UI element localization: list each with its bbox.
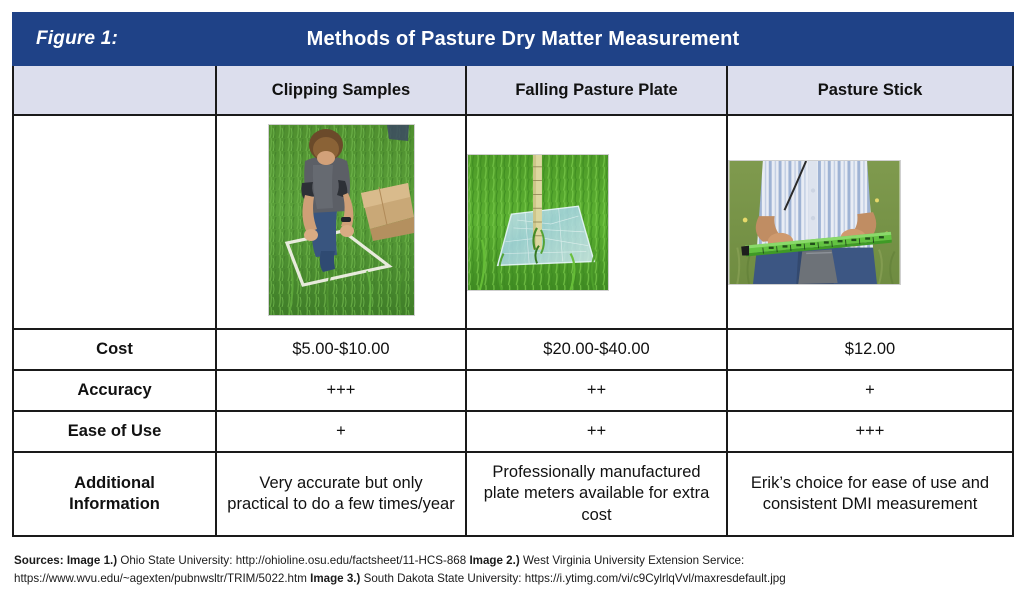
row-label-accuracy: Accuracy [12,369,217,412]
column-header-blank [12,64,217,116]
cell-accuracy-clipping-samples: +++ [215,369,467,412]
column-header-row: Clipping Samples Falling Pasture Plate P… [12,64,1014,116]
column-header-pasture-stick: Pasture Stick [726,64,1014,116]
additional-text-clipping-samples: Very accurate but only practical to do a… [227,473,455,513]
sources-lead: Sources: Image 1.) [14,554,118,567]
cell-cost-clipping-samples: $5.00-$10.00 [215,328,467,371]
image-cell-clipping-samples [215,114,467,330]
cell-cost-pasture-stick: $12.00 [726,328,1014,371]
cell-ease-of-use-clipping-samples: + [215,410,467,453]
image-cell-pasture-stick [726,114,1014,330]
source-1-name: Ohio State University: [120,554,233,567]
table-title-row: Figure 1: Methods of Pasture Dry Matter … [12,12,1014,66]
cell-accuracy-pasture-stick: + [726,369,1014,412]
figure-container: Figure 1: Methods of Pasture Dry Matter … [12,12,1014,537]
additional-text-falling-pasture-plate: Professionally manufactured plate meters… [483,463,710,524]
page-title: Methods of Pasture Dry Matter Measuremen… [306,27,740,50]
table-row: Cost $5.00-$10.00 $20.00-$40.00 $12.00 [12,328,1014,371]
image-row-label-blank [12,114,217,330]
cell-additional-falling-pasture-plate: Professionally manufactured plate meters… [465,451,728,537]
figure-title-bar: Figure 1: Methods of Pasture Dry Matter … [12,12,1014,66]
cell-ease-of-use-falling-pasture-plate: ++ [465,410,728,453]
source-3-name: South Dakota State University: [363,571,522,585]
additional-text-pasture-stick: Erik’s choice for ease of use and consis… [750,473,990,513]
cell-ease-of-use-pasture-stick: +++ [726,410,1014,453]
source-2-lead: Image 2.) [469,554,520,567]
source-2-url: https://www.wvu.edu/~agexten/pubnwsltr/T… [14,571,307,585]
table-row: Ease of Use + ++ +++ [12,410,1014,453]
falling-plate-photo [467,153,609,291]
cell-additional-pasture-stick: Erik’s choice for ease of use and consis… [726,451,1014,537]
row-label-additional-line1: Additional [74,473,155,492]
table-row: Accuracy +++ ++ + [12,369,1014,412]
row-label-additional-line2: Information [69,495,160,513]
column-header-falling-pasture-plate: Falling Pasture Plate [465,64,728,116]
source-1-url: http://ohioline.osu.edu/factsheet/11-HCS… [235,554,467,567]
sources-footnote: Sources: Image 1.) Ohio State University… [14,552,1012,588]
cell-accuracy-falling-pasture-plate: ++ [465,369,728,412]
cell-additional-clipping-samples: Very accurate but only practical to do a… [215,451,467,537]
row-label-additional-information: Additional Information [12,451,217,537]
table-row: Additional Information Very accurate but… [12,451,1014,537]
column-header-clipping-samples: Clipping Samples [215,64,467,116]
cell-cost-falling-pasture-plate: $20.00-$40.00 [465,328,728,371]
image-row [12,114,1014,330]
pasture-measurement-table: Figure 1: Methods of Pasture Dry Matter … [12,12,1014,537]
row-label-cost: Cost [12,328,217,371]
figure-label: Figure 1: [36,28,119,49]
source-3-lead: Image 3.) [310,571,361,585]
source-3-url: https://i.ytimg.com/vi/c9CylrlqVvl/maxre… [524,571,786,585]
image-cell-falling-pasture-plate [465,114,728,330]
pasture-stick-photo [728,159,901,285]
clipping-samples-photo [267,123,415,316]
row-label-ease-of-use: Ease of Use [12,410,217,453]
source-2-name: West Virginia University Extension Servi… [522,554,745,567]
